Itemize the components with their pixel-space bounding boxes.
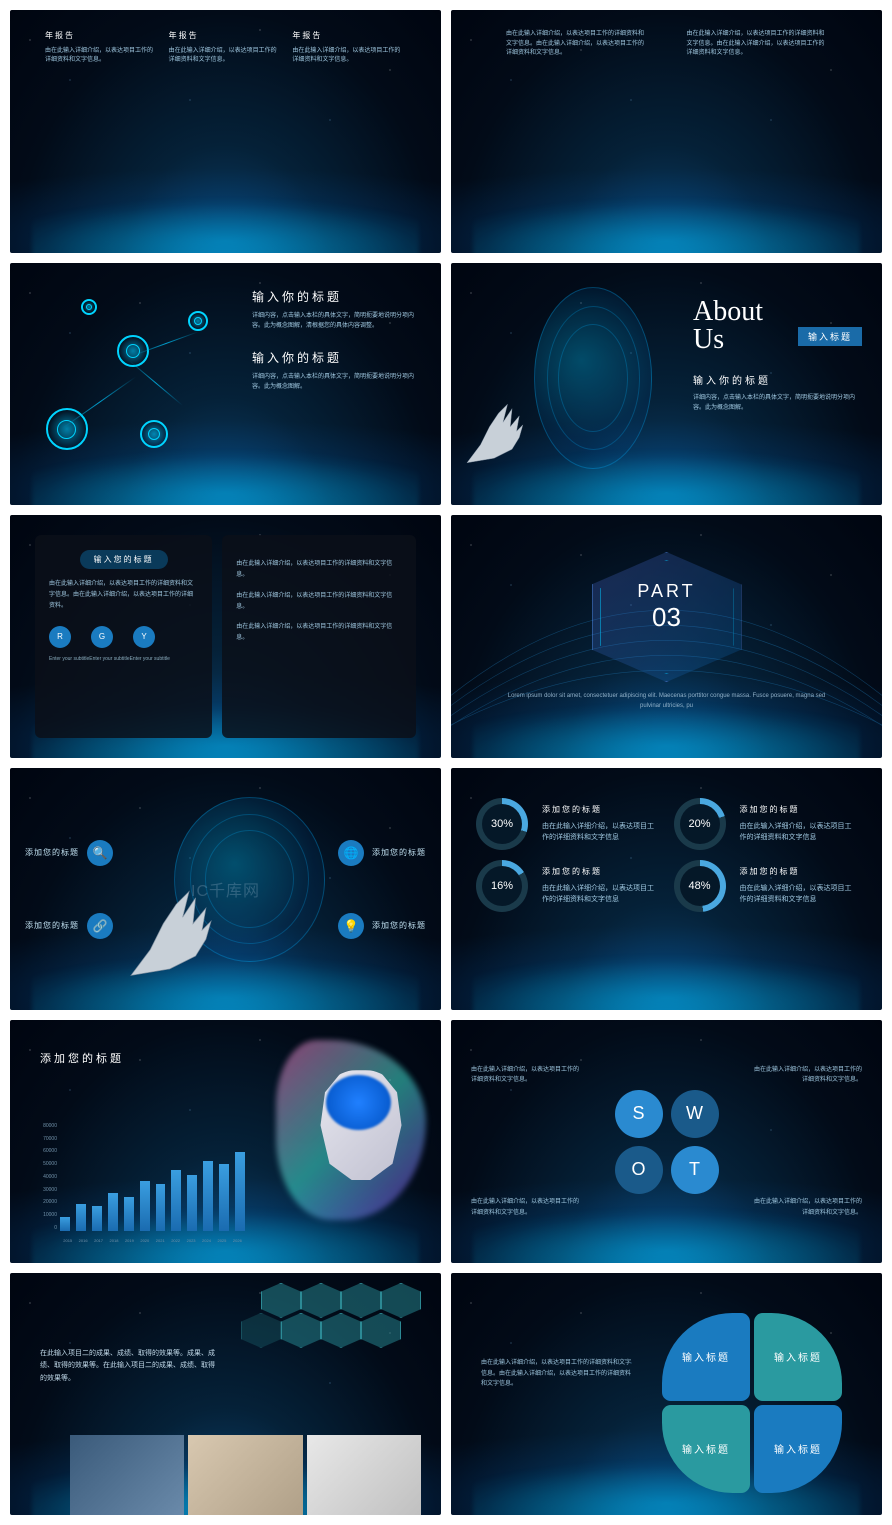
petal: 输入标题 (662, 1405, 750, 1493)
petal-diagram: 输入标题输入标题输入标题输入标题 (662, 1313, 842, 1493)
swot-o: O (615, 1146, 663, 1194)
swot-w: W (671, 1090, 719, 1138)
col-body: 由在此输入详细介绍，以表达项目工作的详细资料和文字信息。 (45, 47, 159, 66)
donut-text: 添加您的标题由在此输入详细介绍，以表达项目工作的详细资料和文字信息 (542, 804, 660, 843)
icon-label: 添加您的标题 (25, 920, 79, 931)
col-body: 由在此输入详细介绍，以表达项目工作的详细资料和文字信息。 (292, 47, 406, 66)
circle-g: G (91, 626, 113, 648)
donut-text: 添加您的标题由在此输入详细介绍，以表达项目工作的详细资料和文字信息 (740, 866, 858, 905)
bar (187, 1175, 197, 1231)
bar (156, 1184, 166, 1231)
slide-5: 输入您的标题 由在此输入详细介绍，以表达项目工作的详细资料和文字信息。由在此输入… (10, 515, 441, 758)
slide-12: 由在此输入详细介绍，以表达项目工作的详细资料和文字信息。由在此输入详细介绍，以表… (451, 1273, 882, 1516)
box-text: 由在此输入详细介绍，以表达项目工作的详细资料和文字信息。 (236, 591, 402, 613)
slide-4: AboutUs 输入标题 输入你的标题 详细内容，点击输入本栏的具体文字，简明扼… (451, 263, 882, 506)
box-title: 输入您的标题 (80, 550, 168, 569)
slide-text: 在此输入项目二的成果、成绩、取得的效果等。成果、成绩、取得的效果等。在此输入项目… (40, 1348, 220, 1386)
photo-row (70, 1435, 421, 1515)
bulb-icon: 💡 (338, 913, 364, 939)
donut-text: 添加您的标题由在此输入详细介绍，以表达项目工作的详细资料和文字信息 (740, 804, 858, 843)
donut-text: 添加您的标题由在此输入详细介绍，以表达项目工作的详细资料和文字信息 (542, 866, 660, 905)
icon-label: 添加您的标题 (372, 847, 426, 858)
swot-text: 由在此输入详细介绍，以表达项目工作的详细资料和文字信息。 (752, 1197, 862, 1217)
slide-9: 添加您的标题 800007000060000500004000030000200… (10, 1020, 441, 1263)
section-title: 输入你的标题 (693, 372, 867, 387)
slide-11: 在此输入项目二的成果、成绩、取得的效果等。成果、成绩、取得的效果等。在此输入项目… (10, 1273, 441, 1516)
part-label: PART (637, 581, 695, 602)
petal: 输入标题 (754, 1313, 842, 1401)
icon-label: 添加您的标题 (372, 920, 426, 931)
icon-label: 添加您的标题 (25, 847, 79, 858)
section-title: 输入你的标题 (252, 288, 426, 305)
section-title: 输入你的标题 (252, 349, 426, 366)
slide-8: 30% 添加您的标题由在此输入详细介绍，以表达项目工作的详细资料和文字信息 20% 添… (451, 768, 882, 1011)
swot-t: T (671, 1146, 719, 1194)
donut-chart: 30% (476, 798, 528, 850)
circle-y: Y (133, 626, 155, 648)
sphere-graphic (534, 287, 653, 469)
slide-1: 年报告由在此输入详细介绍，以表达项目工作的详细资料和文字信息。 年报告由在此输入… (10, 10, 441, 253)
petal: 输入标题 (662, 1313, 750, 1401)
slide-3: 输入你的标题 详细内容，点击输入本栏的具体文字，简明扼要地说明分项内容。此为概念… (10, 263, 441, 506)
bar (171, 1170, 181, 1231)
col-body: 由在此输入详细介绍，以表达项目工作的详细资料和文字信息。由在此输入详细介绍，以表… (506, 30, 647, 59)
section-body: 详细内容，点击输入本栏的具体文字，简明扼要地说明分项内容。此为概念图解。 (252, 372, 426, 392)
col-title: 年报告 (292, 30, 406, 43)
subtitle: Enter your subtitleEnter your subtitleEn… (49, 656, 198, 662)
slide-2: 由在此输入详细介绍，以表达项目工作的详细资料和文字信息。由在此输入详细介绍，以表… (451, 10, 882, 253)
swot-text: 由在此输入详细介绍，以表达项目工作的详细资料和文字信息。 (471, 1065, 581, 1085)
search-icon: 🔍 (87, 840, 113, 866)
link-icon: 🔗 (87, 913, 113, 939)
circle-r: R (49, 626, 71, 648)
part-number: 03 (637, 602, 695, 633)
box-text: 由在此输入详细介绍，以表达项目工作的详细资料和文字信息。 (236, 559, 402, 581)
donut-chart: 20% (674, 798, 726, 850)
badge: 输入标题 (798, 327, 862, 346)
part-description: Lorem ipsum dolor sit amet, consectetuer… (505, 692, 828, 711)
globe-icon: 🌐 (338, 840, 364, 866)
section-body: 详细内容，点击输入本栏的具体文字，简明扼要地说明分项内容。此为概念图解。 (693, 393, 867, 413)
swot-text: 由在此输入详细介绍，以表达项目工作的详细资料和文字信息。 (471, 1197, 581, 1217)
col-title: 年报告 (45, 30, 159, 43)
petal: 输入标题 (754, 1405, 842, 1493)
section-body: 详细内容，点击输入本栏的具体文字，简明扼要地说明分项内容。此为概念图解，清根据您… (252, 311, 426, 331)
petal-description: 由在此输入详细介绍，以表达项目工作的详细资料和文字信息。由在此输入详细介绍，以表… (481, 1358, 631, 1390)
ai-head-graphic (276, 1040, 426, 1220)
box-text: 由在此输入详细介绍，以表达项目工作的详细资料和文字信息。 (236, 622, 402, 644)
slide-6: PART 03 Lorem ipsum dolor sit amet, cons… (451, 515, 882, 758)
bar (108, 1193, 118, 1231)
bar-chart: 8000070000600005000040000300002000010000… (35, 1123, 245, 1243)
bar (203, 1161, 213, 1231)
donut-chart: 16% (476, 860, 528, 912)
bar (124, 1197, 134, 1231)
box-text: 由在此输入详细介绍，以表达项目工作的详细资料和文字信息。由在此输入详细介绍，以表… (49, 579, 198, 611)
col-body: 由在此输入详细介绍，以表达项目工作的详细资料和文字信息。 (169, 47, 283, 66)
swot-text: 由在此输入详细介绍，以表达项目工作的详细资料和文字信息。 (752, 1065, 862, 1085)
bar (92, 1206, 102, 1231)
robot-hand-icon (118, 857, 247, 990)
bar (76, 1204, 86, 1231)
col-title: 年报告 (169, 30, 283, 43)
bar (60, 1217, 70, 1231)
swot-s: S (615, 1090, 663, 1138)
slide-10: SWOT 由在此输入详细介绍，以表达项目工作的详细资料和文字信息。 由在此输入详… (451, 1020, 882, 1263)
bar (219, 1164, 229, 1231)
chart-title: 添加您的标题 (40, 1050, 124, 1066)
col-body: 由在此输入详细介绍，以表达项目工作的详细资料和文字信息。由在此输入详细介绍，以表… (687, 30, 828, 59)
hex-pattern (182, 1273, 441, 1394)
bar (235, 1152, 245, 1231)
slide-7: IC千库网 🔍 添加您的标题 🌐 添加您的标题 🔗 添加您的标题 💡 添加您的标… (10, 768, 441, 1011)
bar (140, 1181, 150, 1231)
robot-hand-icon (458, 360, 548, 493)
donut-chart: 48% (674, 860, 726, 912)
